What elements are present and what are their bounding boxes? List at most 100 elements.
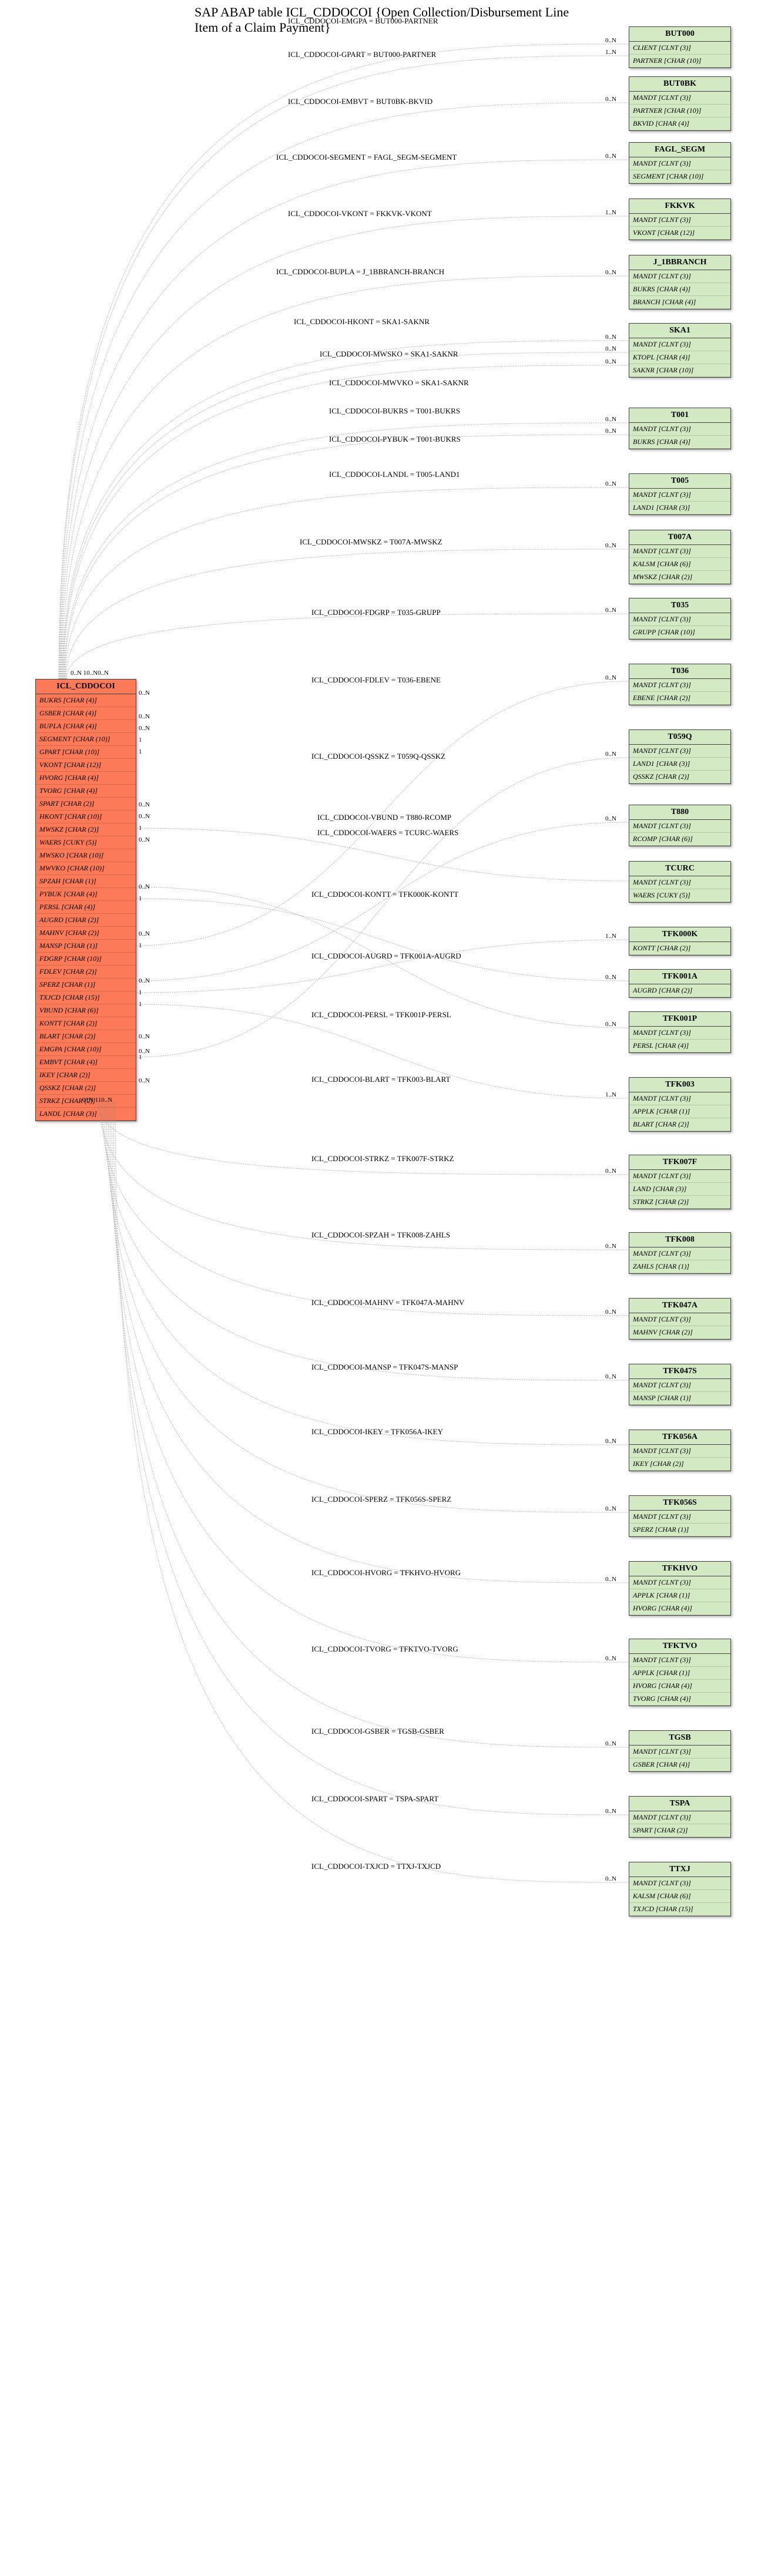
ref-table-field: EBENE [CHAR (2)] (629, 692, 730, 705)
ref-table-tcurc: TCURCMANDT [CLNT (3)]WAERS [CUKY (5)] (629, 861, 731, 903)
edge-label: ICL_CDDOCOI-SEGMENT = FAGL_SEGM-SEGMENT (276, 153, 457, 162)
ref-table-header: TFK008 (629, 1233, 730, 1247)
ref-table-field: KONTT [CHAR (2)] (629, 942, 730, 955)
ref-table-tfk047s: TFK047SMANDT [CLNT (3)]MANSP [CHAR (1)] (629, 1364, 731, 1405)
ref-table-field: BUKRS [CHAR (4)] (629, 283, 730, 296)
edge-label: ICL_CDDOCOI-VKONT = FKKVK-VKONT (288, 209, 432, 218)
ref-table-field: BKVID [CHAR (4)] (629, 117, 730, 130)
main-table-field: SPERZ [CHAR (1)] (36, 978, 136, 991)
edge-label: ICL_CDDOCOI-HVORG = TFKHVO-HVORG (311, 1568, 461, 1578)
ref-table-tfk003: TFK003MANDT [CLNT (3)]APPLK [CHAR (1)]BL… (629, 1077, 731, 1132)
main-table-field: PERSL [CHAR (4)] (36, 901, 136, 914)
edge-label: ICL_CDDOCOI-BLART = TFK003-BLART (311, 1075, 450, 1084)
ref-table-header: TFK007F (629, 1155, 730, 1170)
main-table-field: TVORG [CHAR (4)] (36, 785, 136, 798)
cardinality-right: 0..N (605, 1740, 616, 1747)
cardinality-left: 1 (139, 989, 142, 996)
cardinality-left: 0..N (139, 836, 150, 843)
cardinality-left: 0..N (139, 813, 150, 820)
edge-label: ICL_CDDOCOI-WAERS = TCURC-WAERS (317, 828, 458, 838)
ref-table-fkkvk: FKKVKMANDT [CLNT (3)]VKONT [CHAR (12)] (629, 199, 731, 240)
ref-table-field: KALSM [CHAR (6)] (629, 1890, 730, 1903)
cardinality-right: 0..N (605, 358, 616, 365)
cardinality-right: 0..N (605, 1373, 616, 1380)
cardinality-right: 0..N (605, 416, 616, 423)
ref-table-t007a: T007AMANDT [CLNT (3)]KALSM [CHAR (6)]MWS… (629, 530, 731, 584)
ref-table-field: APPLK [CHAR (1)] (629, 1105, 730, 1118)
main-table-field: SEGMENT [CHAR (10)] (36, 733, 136, 746)
ref-table-tgsb: TGSBMANDT [CLNT (3)]GSBER [CHAR (4)] (629, 1730, 731, 1772)
ref-table-t059q: T059QMANDT [CLNT (3)]LAND1 [CHAR (3)]QSS… (629, 729, 731, 784)
cardinality-cluster-top: 0..N 10..N0..N (71, 670, 109, 677)
edge-label: ICL_CDDOCOI-SPART = TSPA-SPART (311, 1794, 438, 1804)
ref-table-header: T035 (629, 598, 730, 613)
ref-table-field: PERSL [CHAR (4)] (629, 1040, 730, 1052)
ref-table-field: MWSKZ [CHAR (2)] (629, 571, 730, 584)
main-table-field: EMGPA [CHAR (10)] (36, 1043, 136, 1056)
ref-table-field: TVORG [CHAR (4)] (629, 1693, 730, 1706)
ref-table-ska1: SKA1MANDT [CLNT (3)]KTOPL [CHAR (4)]SAKN… (629, 323, 731, 378)
cardinality-right: 0..N (605, 153, 616, 160)
cardinality-right: 0..N (605, 1505, 616, 1512)
cardinality-right: 0..N (605, 37, 616, 44)
cardinality-left: 0..N (139, 930, 150, 937)
ref-table-field: LAND1 [CHAR (3)] (629, 502, 730, 514)
ref-table-field: MANDT [CLNT (3)] (629, 679, 730, 692)
main-table-field: FDGRP [CHAR (10)] (36, 953, 136, 966)
ref-table-t036: T036MANDT [CLNT (3)]EBENE [CHAR (2)] (629, 664, 731, 705)
ref-table-tfk056s: TFK056SMANDT [CLNT (3)]SPERZ [CHAR (1)] (629, 1495, 731, 1537)
ref-table-tfk001p: TFK001PMANDT [CLNT (3)]PERSL [CHAR (4)] (629, 1011, 731, 1053)
cardinality-right: 0..N (605, 480, 616, 487)
ref-table-header: BUT000 (629, 27, 730, 42)
main-table-field: MWSKZ [CHAR (2)] (36, 823, 136, 836)
main-table-field: AUGRD [CHAR (2)] (36, 914, 136, 927)
edge-label: ICL_CDDOCOI-EMBVT = BUT0BK-BKVID (288, 97, 432, 106)
edge-label: ICL_CDDOCOI-TXJCD = TTXJ-TXJCD (311, 1862, 441, 1871)
main-table-field: MWSKO [CHAR (10)] (36, 849, 136, 862)
edge-label: ICL_CDDOCOI-HKONT = SKA1-SAKNR (294, 317, 430, 327)
ref-table-field: ZAHLS [CHAR (1)] (629, 1260, 730, 1273)
edge-label: ICL_CDDOCOI-AUGRD = TFK001A-AUGRD (311, 951, 461, 961)
ref-table-header: TFK056A (629, 1430, 730, 1445)
cardinality-right: 1..N (605, 209, 616, 216)
ref-table-field: VKONT [CHAR (12)] (629, 227, 730, 240)
ref-table-field: BRANCH [CHAR (4)] (629, 296, 730, 309)
cardinality-right: 0..N (605, 974, 616, 981)
ref-table-field: MANDT [CLNT (3)] (629, 157, 730, 170)
ref-table-field: BLART [CHAR (2)] (629, 1118, 730, 1131)
main-table-field: VKONT [CHAR (12)] (36, 759, 136, 772)
main-table-field: MANSP [CHAR (1)] (36, 940, 136, 953)
ref-table-header: SKA1 (629, 324, 730, 338)
ref-table-t001: T001MANDT [CLNT (3)]BUKRS [CHAR (4)] (629, 408, 731, 449)
cardinality-left: 0..N (139, 883, 150, 890)
ref-table-field: CLIENT [CLNT (3)] (629, 42, 730, 55)
ref-table-t035: T035MANDT [CLNT (3)]GRUPP [CHAR (10)] (629, 598, 731, 640)
cardinality-right: 0..N (605, 96, 616, 103)
ref-table-field: GRUPP [CHAR (10)] (629, 626, 730, 639)
ref-table-field: HVORG [CHAR (4)] (629, 1680, 730, 1693)
ref-table-field: SPERZ [CHAR (1)] (629, 1524, 730, 1536)
main-table-field: PYBUK [CHAR (4)] (36, 888, 136, 901)
ref-table-field: PARTNER [CHAR (10)] (629, 105, 730, 117)
ref-table-header: T007A (629, 530, 730, 545)
ref-table-header: TFKHVO (629, 1562, 730, 1576)
ref-table-tfk047a: TFK047AMANDT [CLNT (3)]MAHNV [CHAR (2)] (629, 1298, 731, 1340)
edge-label: ICL_CDDOCOI-PERSL = TFK001P-PERSL (311, 1010, 451, 1020)
ref-table-field: SEGMENT [CHAR (10)] (629, 170, 730, 183)
ref-table-field: MANDT [CLNT (3)] (629, 613, 730, 626)
ref-table-header: TFK003 (629, 1078, 730, 1092)
cardinality-right: 0..N (605, 1021, 616, 1028)
ref-table-header: TSPA (629, 1797, 730, 1811)
ref-table-header: T001 (629, 408, 730, 423)
edge-label: ICL_CDDOCOI-FDGRP = T035-GRUPP (311, 608, 441, 617)
cardinality-right: 0..N (605, 542, 616, 549)
ref-table-field: APPLK [CHAR (1)] (629, 1667, 730, 1680)
cardinality-left: 0..N (139, 725, 150, 732)
edge-label: ICL_CDDOCOI-SPERZ = TFK056S-SPERZ (311, 1495, 451, 1504)
ref-table-field: MANSP [CHAR (1)] (629, 1392, 730, 1405)
edge-label: ICL_CDDOCOI-SPZAH = TFK008-ZAHLS (311, 1230, 450, 1240)
cardinality-right: 0..N (605, 269, 616, 276)
ref-table-field: MANDT [CLNT (3)] (629, 1746, 730, 1758)
main-table-field: QSSKZ [CHAR (2)] (36, 1082, 136, 1095)
ref-table-field: IKEY [CHAR (2)] (629, 1458, 730, 1471)
